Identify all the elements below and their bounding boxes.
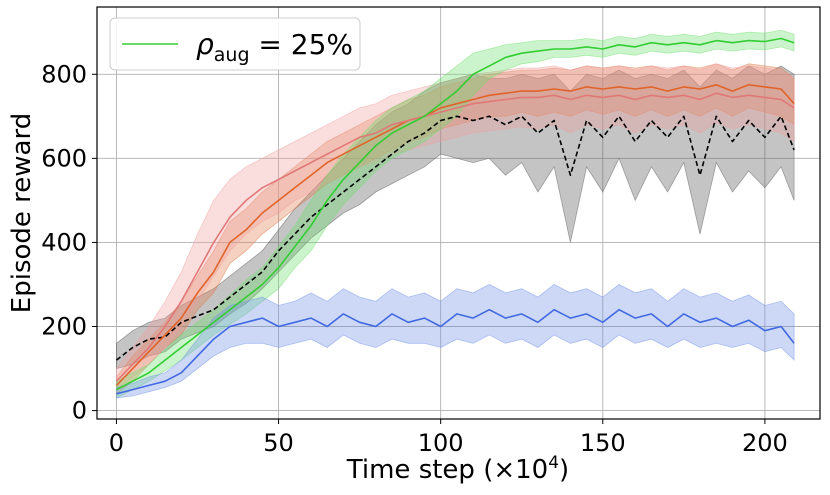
x-tick-label: 150 bbox=[580, 429, 626, 457]
x-axis-label: Time step (×104) bbox=[346, 453, 569, 485]
x-axis-label-sup: 4 bbox=[548, 453, 559, 473]
y-axis-label: Episode reward bbox=[7, 113, 37, 313]
legend-symbol: ρ bbox=[196, 28, 214, 61]
x-tick-label: 50 bbox=[263, 429, 294, 457]
line-orange bbox=[115, 84, 795, 386]
y-tick-label: 200 bbox=[41, 313, 87, 341]
confidence-bands bbox=[116, 29, 795, 399]
x-tick-label: 200 bbox=[742, 429, 788, 457]
legend-subscript: aug bbox=[214, 44, 250, 66]
y-tick-label: 0 bbox=[72, 397, 87, 425]
legend: ρaug = 25% bbox=[109, 17, 361, 71]
line-pink bbox=[115, 92, 795, 382]
line-blue bbox=[116, 308, 795, 395]
y-tick-label: 800 bbox=[41, 60, 87, 88]
y-axis-ticks: 0 200 400 600 800 bbox=[41, 60, 97, 425]
x-axis-ticks: 0 50 100 150 200 bbox=[109, 419, 788, 457]
band-black-dashed bbox=[116, 65, 795, 370]
y-tick-label: 400 bbox=[41, 228, 87, 256]
x-tick-label: 100 bbox=[418, 429, 464, 457]
line-green bbox=[116, 37, 795, 391]
series-lines bbox=[115, 37, 795, 395]
line-black-dashed bbox=[116, 115, 795, 361]
legend-label: ρaug = 25% bbox=[196, 28, 353, 66]
legend-box bbox=[109, 17, 361, 71]
legend-value: = 25% bbox=[250, 28, 354, 61]
plot-frame bbox=[96, 6, 821, 420]
y-tick-label: 600 bbox=[41, 144, 87, 172]
x-tick-label: 0 bbox=[109, 429, 124, 457]
